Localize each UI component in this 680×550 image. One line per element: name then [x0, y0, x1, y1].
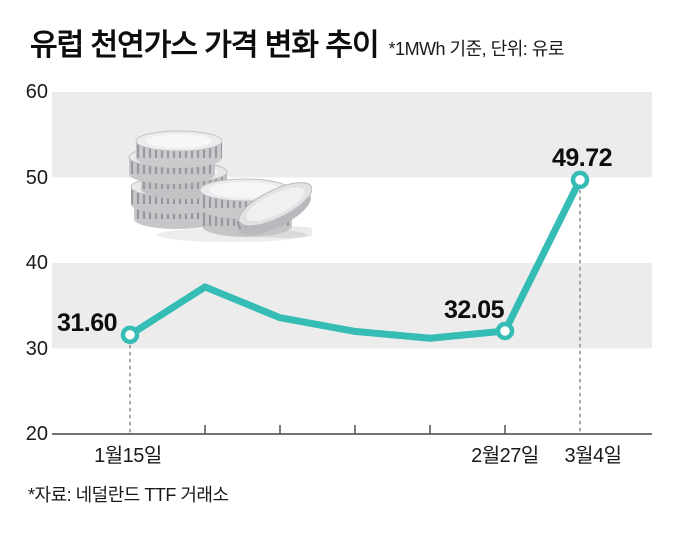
x-axis-label: 2월27일: [471, 445, 539, 467]
chart-header: 유럽 천연가스 가격 변화 추이 *1MWh 기준, 단위: 유로: [30, 20, 564, 64]
data-point-marker: [120, 325, 140, 345]
x-axis-label: 3월4일: [564, 445, 622, 467]
chart-title: 유럽 천연가스 가격 변화 추이: [30, 29, 380, 62]
data-point-marker: [570, 170, 590, 190]
chart-unit-note: *1MWh 기준, 단위: 유로: [388, 39, 565, 59]
source-note: *자료: 네덜란드 TTF 거래소: [28, 485, 229, 505]
point-value-label: 49.72: [551, 143, 613, 172]
coins-illustration: [128, 130, 312, 242]
coin-stack-left: [128, 130, 228, 229]
y-axis-label: 60: [25, 81, 48, 103]
point-value-label: 31.60: [56, 308, 118, 337]
plot-band: [52, 263, 652, 349]
y-axis-label: 50: [25, 166, 48, 189]
y-axis-label: 30: [25, 337, 48, 360]
y-axis-label: 40: [25, 252, 48, 274]
x-axis-label: 1월15일: [94, 445, 162, 467]
point-value-label: 32.05: [443, 295, 505, 324]
coin-leaning: [234, 182, 312, 236]
data-point-marker: [495, 321, 515, 341]
y-axis-label: 20: [25, 423, 48, 445]
